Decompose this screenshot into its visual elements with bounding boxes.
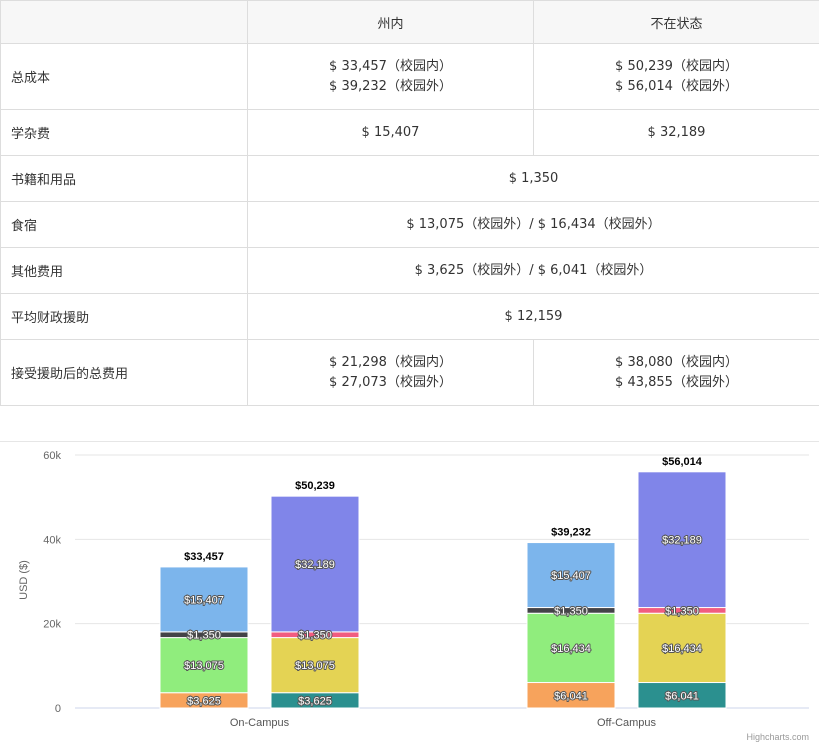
row-label: 接受援助后的总费用: [1, 340, 248, 406]
cell-in-state: $ 21,298（校园内） $ 27,073（校园外）: [248, 340, 534, 406]
x-category-label: Off-Campus: [597, 717, 657, 729]
row-label: 学杂费: [1, 110, 248, 156]
table-row: 学杂费 $ 15,407 $ 32,189: [1, 110, 819, 156]
cell-line: $ 50,239（校园内）: [544, 57, 809, 77]
cell-line: $ 27,073（校园外）: [258, 373, 523, 393]
stack-total-label: $56,014: [662, 456, 703, 468]
table-row: 食宿 $ 13,075（校园外）/ $ 16,434（校园外）: [1, 202, 819, 248]
table-row: 总成本 $ 33,457（校园内） $ 39,232（校园外） $ 50,239…: [1, 44, 819, 110]
bar-stack[interactable]: [527, 543, 615, 708]
segment-value-label: $13,075: [184, 660, 224, 672]
table-row: 接受援助后的总费用 $ 21,298（校园内） $ 27,073（校园外） $ …: [1, 340, 819, 406]
y-tick-label: 40k: [43, 534, 61, 546]
segment-value-label: $3,625: [187, 695, 221, 707]
segment-value-label: $13,075: [295, 660, 335, 672]
segment-value-label: $1,350: [665, 605, 699, 617]
row-label: 其他费用: [1, 248, 248, 294]
segment-value-label: $1,350: [187, 630, 221, 642]
cell-out-of-state: $ 38,080（校园内） $ 43,855（校园外）: [534, 340, 819, 406]
cell-in-state: $ 15,407: [248, 110, 534, 156]
cell-out-of-state: $ 50,239（校园内） $ 56,014（校园外）: [534, 44, 819, 110]
y-axis-title: USD ($): [18, 560, 30, 600]
row-label: 总成本: [1, 44, 248, 110]
bar-stack[interactable]: [638, 472, 726, 708]
table-row: 书籍和用品 $ 1,350: [1, 156, 819, 202]
cell-line: $ 21,298（校园内）: [258, 353, 523, 373]
x-axis-categories: On-Campus Off-Campus: [230, 717, 657, 729]
segment-value-label: $16,434: [662, 643, 702, 655]
cell-line: $ 43,855（校园外）: [544, 373, 809, 393]
y-tick-label: 0: [55, 703, 61, 715]
bar-stack[interactable]: [271, 496, 359, 708]
cell-line: $ 38,080（校园内）: [544, 353, 809, 373]
cell-merged: $ 3,625（校园外）/ $ 6,041（校园外）: [248, 248, 819, 294]
header-cell-empty: [1, 1, 248, 44]
table-header-row: 州内 不在状态: [1, 1, 819, 44]
segment-value-label: $15,407: [184, 594, 224, 606]
table-row: 其他费用 $ 3,625（校园外）/ $ 6,041（校园外）: [1, 248, 819, 294]
cost-table: 州内 不在状态 总成本 $ 33,457（校园内） $ 39,232（校园外） …: [0, 0, 819, 406]
header-cell-in-state: 州内: [248, 1, 534, 44]
cell-line: $ 33,457（校园内）: [258, 57, 523, 77]
cell-in-state: $ 33,457（校园内） $ 39,232（校园外）: [248, 44, 534, 110]
table-row: 平均财政援助 $ 12,159: [1, 294, 819, 340]
segment-value-label: $32,189: [295, 559, 335, 571]
cell-line: $ 56,014（校园外）: [544, 77, 809, 97]
cell-out-of-state: $ 32,189: [534, 110, 819, 156]
credits-link[interactable]: Highcharts.com: [746, 732, 809, 742]
stacked-bar-chart: 0 20k 40k 60k USD ($) $3,625 $13,075 $1,350 $1…: [0, 441, 819, 744]
y-axis-ticks: 0 20k 40k 60k: [43, 450, 61, 715]
bars: [160, 472, 726, 708]
segment-value-label: $32,189: [662, 535, 702, 547]
stack-total-label: $33,457: [184, 551, 224, 563]
row-label: 食宿: [1, 202, 248, 248]
segment-value-label: $3,625: [298, 695, 332, 707]
cell-line: $ 39,232（校园外）: [258, 77, 523, 97]
row-label: 书籍和用品: [1, 156, 248, 202]
segment-value-label: $16,434: [551, 643, 591, 655]
header-cell-out-of-state: 不在状态: [534, 1, 819, 44]
segment-value-label: $1,350: [554, 605, 588, 617]
x-category-label: On-Campus: [230, 717, 290, 729]
segment-value-label: $1,350: [298, 630, 332, 642]
row-label: 平均财政援助: [1, 294, 248, 340]
chart-canvas: 0 20k 40k 60k USD ($) $3,625 $13,075 $1,350 $1…: [0, 442, 819, 744]
stack-total-label: $39,232: [551, 527, 591, 539]
y-tick-label: 60k: [43, 450, 61, 462]
segment-value-label: $6,041: [554, 690, 588, 702]
cell-merged: $ 13,075（校园外）/ $ 16,434（校园外）: [248, 202, 819, 248]
segment-value-label: $15,407: [551, 570, 591, 582]
stack-total-label: $50,239: [295, 480, 335, 492]
cell-merged: $ 12,159: [248, 294, 819, 340]
y-tick-label: 20k: [43, 619, 61, 631]
segment-value-label: $6,041: [665, 690, 699, 702]
cell-merged: $ 1,350: [248, 156, 819, 202]
data-labels: $3,625 $13,075 $1,350 $15,407 $33,457 $3,625 $…: [184, 456, 703, 708]
